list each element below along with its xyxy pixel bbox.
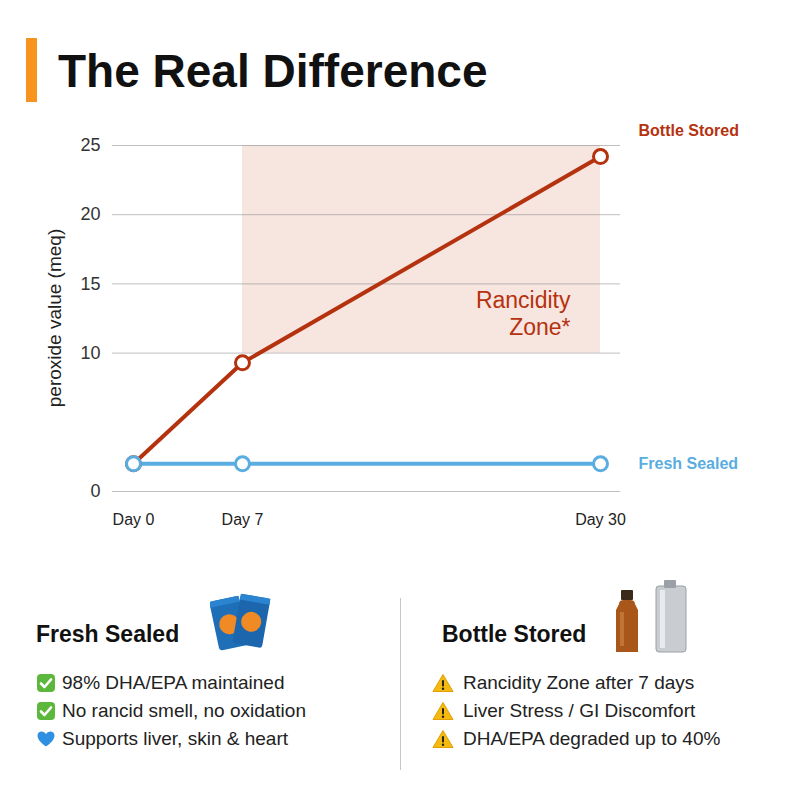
html-text:peroxide value (meq): peroxide value (meq) bbox=[44, 228, 65, 408]
svg-text:10: 10 bbox=[80, 343, 100, 363]
svg-text:RancidityZone*: RancidityZone* bbox=[476, 287, 571, 341]
html-text:DHA/EPA degraded up to 40%: DHA/EPA degraded up to 40% bbox=[463, 728, 721, 749]
svg-text:Bottle Stored: Bottle Stored bbox=[639, 122, 739, 139]
html-text:Bottle Stored: Bottle Stored bbox=[442, 621, 587, 647]
svg-text:Day 0: Day 0 bbox=[113, 511, 155, 528]
html-text:98% DHA/EPA maintained: 98% DHA/EPA maintained bbox=[62, 672, 285, 693]
svg-text:Day 30: Day 30 bbox=[575, 511, 626, 528]
html-text:Supports liver, skin & heart: Supports liver, skin & heart bbox=[62, 728, 288, 749]
svg-text:20: 20 bbox=[80, 204, 100, 224]
svg-text:Fresh Sealed: Fresh Sealed bbox=[639, 455, 739, 472]
svg-text:Day 7: Day 7 bbox=[222, 511, 264, 528]
svg-text:25: 25 bbox=[80, 135, 100, 155]
svg-text:0: 0 bbox=[90, 481, 100, 501]
html-text:The Real Difference: The Real Difference bbox=[58, 45, 488, 97]
svg-text:15: 15 bbox=[80, 274, 100, 294]
html-text:Rancidity Zone after 7 days: Rancidity Zone after 7 days bbox=[463, 672, 695, 693]
html-text:Liver Stress / GI Discomfort: Liver Stress / GI Discomfort bbox=[463, 700, 696, 721]
html-text:Fresh Sealed: Fresh Sealed bbox=[36, 621, 180, 647]
html-text:No rancid smell, no oxidation: No rancid smell, no oxidation bbox=[62, 700, 306, 721]
